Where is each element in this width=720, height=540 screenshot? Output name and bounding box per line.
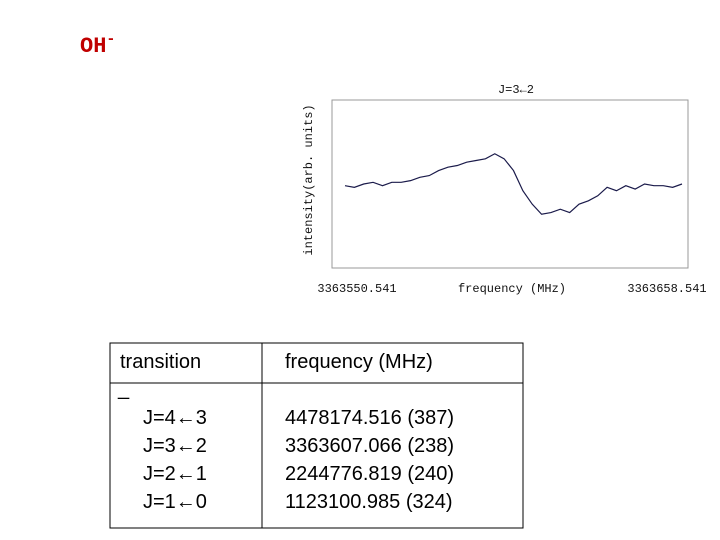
plot-frame <box>331 99 689 269</box>
table-header: transition <box>120 351 201 373</box>
title-superscript: - <box>106 31 115 48</box>
table-frame <box>109 342 524 529</box>
transition-cell: J=1←0 <box>143 491 207 513</box>
transition-cell: J=4←3 <box>143 407 207 429</box>
frequency-cell: 3363607.066 (238) <box>285 435 454 457</box>
y-axis-label: intensity(arb. units) <box>302 104 316 255</box>
table-body: J=4←3 4478174.516 (387) J=3←2 3363607.066 (… <box>143 407 454 513</box>
slide-title: OH- <box>80 31 115 59</box>
frequency-cell: 4478174.516 (387) <box>285 407 454 429</box>
title-text: OH <box>80 34 106 59</box>
x-tick-label: 3363550.541 <box>317 282 396 296</box>
spectrum-line <box>344 153 683 215</box>
x-axis-label: frequency (MHz) <box>458 282 566 296</box>
table-separator: _ <box>117 378 130 400</box>
table-header: frequency (MHz) <box>285 351 433 373</box>
frequency-cell: 1123100.985 (324) <box>285 491 453 513</box>
x-tick-label: 3363658.541 <box>627 282 706 296</box>
frequency-cell: 2244776.819 (240) <box>285 463 454 485</box>
transition-cell: J=3←2 <box>143 435 207 457</box>
transition-cell: J=2←1 <box>143 463 207 485</box>
annotation: J=3←2 <box>498 83 534 97</box>
